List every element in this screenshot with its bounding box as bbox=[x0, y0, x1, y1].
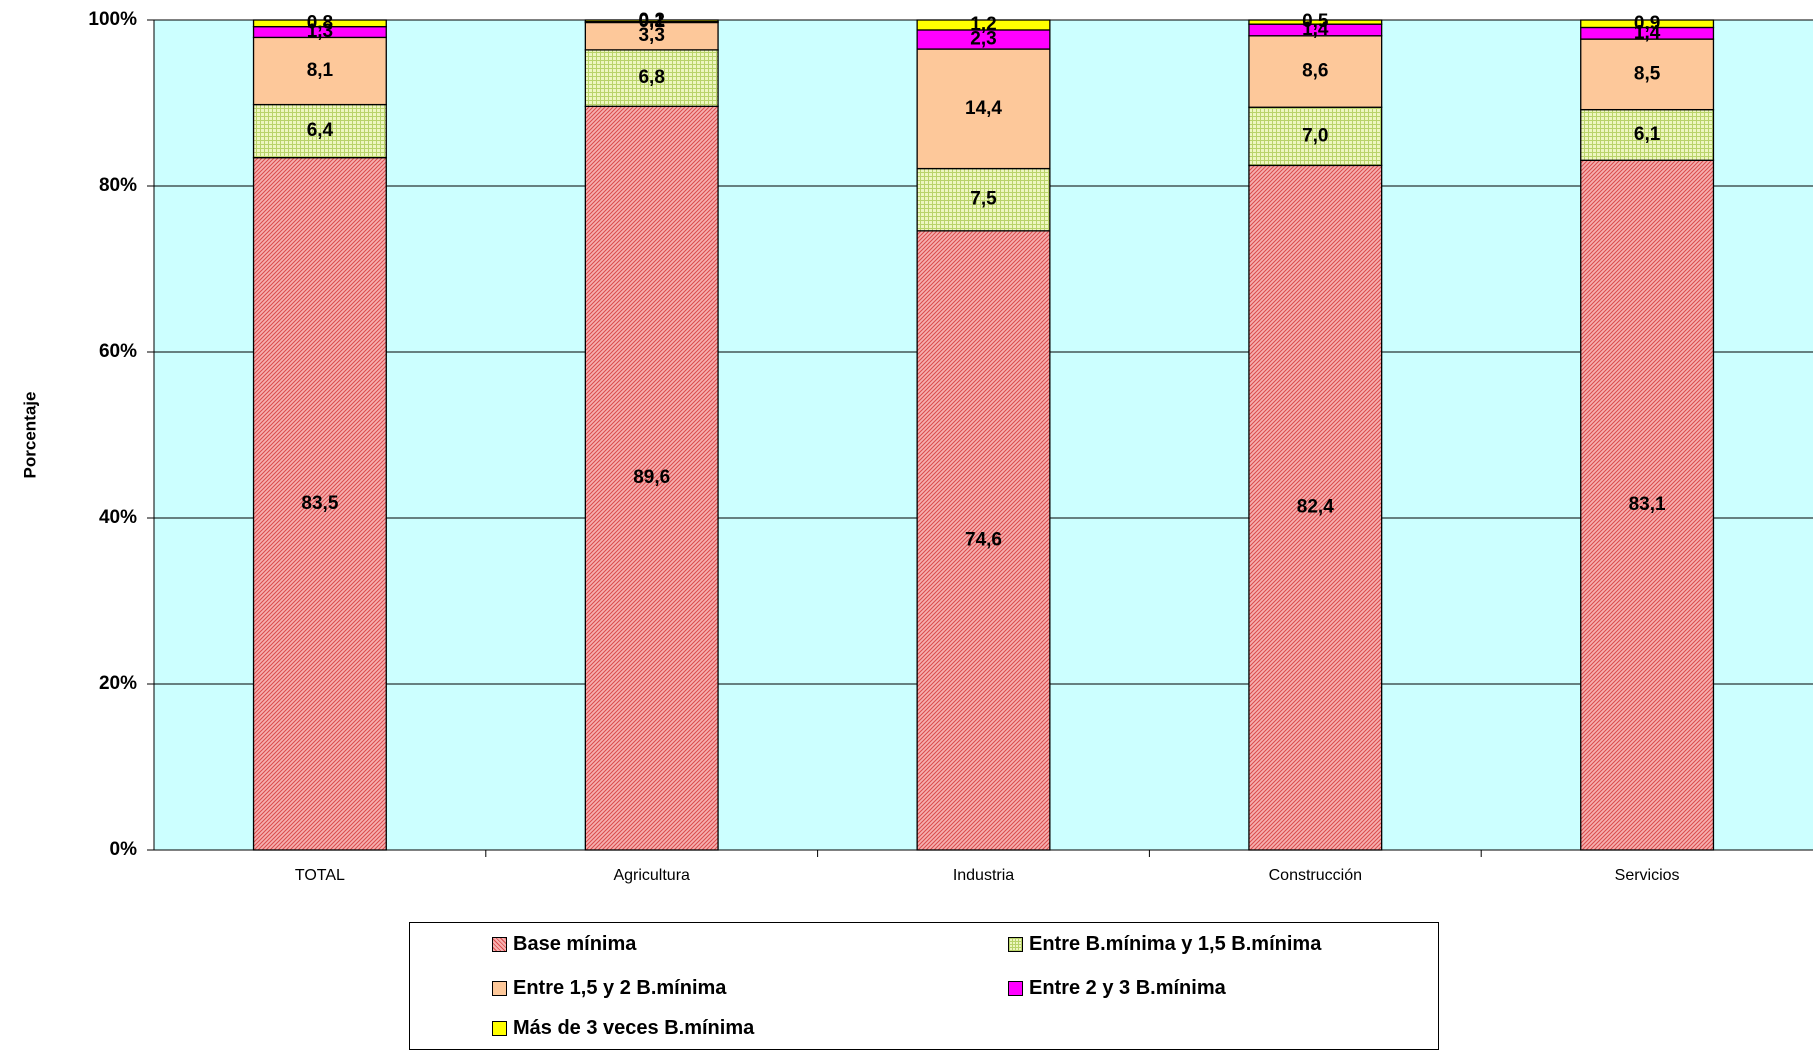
data-label: 1,2 bbox=[970, 14, 996, 35]
legend-label: Más de 3 veces B.mínima bbox=[513, 1017, 755, 1039]
legend-item: Entre 2 y 3 B.mínima bbox=[1008, 977, 1226, 1000]
y-tick-label: 0% bbox=[110, 839, 138, 860]
bar-segment bbox=[584, 19, 719, 23]
bar-segment bbox=[1580, 19, 1715, 29]
legend-label: Base mínima bbox=[513, 933, 637, 955]
legend-label: Entre B.mínima y 1,5 B.mínima bbox=[1029, 933, 1322, 955]
data-label: 89,6 bbox=[633, 467, 670, 488]
bar-segment bbox=[1248, 106, 1383, 167]
axes: 0% 20% 40% 60% 80% 100% TOTAL Agricultura Indust… bbox=[88, 9, 1813, 884]
data-label: 1,4 bbox=[1634, 22, 1661, 43]
data-label: 1,3 bbox=[307, 21, 333, 42]
data-label: 0,1 bbox=[638, 11, 665, 32]
bar-segment bbox=[1248, 35, 1383, 108]
bar-segment bbox=[1580, 108, 1715, 161]
data-label: 0,8 bbox=[307, 12, 333, 33]
data-label: 7,0 bbox=[1302, 125, 1328, 146]
bar-segment bbox=[584, 21, 719, 51]
bar-segment bbox=[916, 19, 1051, 31]
x-tick-label: TOTAL bbox=[295, 867, 345, 884]
bar-segment bbox=[916, 48, 1051, 170]
bar-segment bbox=[1248, 164, 1383, 851]
data-label: 3,3 bbox=[638, 25, 664, 46]
bar-segment bbox=[252, 36, 387, 106]
data-label: 83,5 bbox=[301, 493, 338, 514]
bar-segment bbox=[1580, 38, 1715, 111]
y-axis-title: Porcentaje bbox=[20, 392, 39, 479]
bar-segment bbox=[584, 49, 719, 107]
bar-segment bbox=[584, 105, 719, 851]
x-tick-label: Agricultura bbox=[613, 867, 690, 884]
data-label: 6,1 bbox=[1634, 124, 1661, 145]
legend-label: Entre 2 y 3 B.mínima bbox=[1029, 977, 1226, 999]
y-tick-label: 60% bbox=[99, 341, 137, 362]
data-label: 74,6 bbox=[965, 529, 1002, 550]
bar-segment bbox=[1580, 159, 1715, 851]
bar-segment bbox=[916, 167, 1051, 232]
data-label: 83,1 bbox=[1629, 494, 1666, 515]
y-tick-label: 20% bbox=[99, 673, 137, 694]
legend-swatch bbox=[492, 937, 507, 952]
x-tick-label: Construcción bbox=[1269, 867, 1362, 884]
x-tick-label: Industria bbox=[953, 867, 1014, 884]
data-labels: 83,5 6,4 8,1 1,30,8 89,6 6,8 3,30,10,2 74,6 7,5 1… bbox=[301, 10, 1666, 551]
data-label: 7,5 bbox=[970, 189, 997, 210]
legend-item: Más de 3 veces B.mínima bbox=[492, 1017, 754, 1040]
data-label: 0,5 bbox=[1302, 11, 1329, 32]
legend-label: Entre 1,5 y 2 B.mínima bbox=[513, 977, 727, 999]
x-tick-label: Servicios bbox=[1615, 867, 1680, 884]
legend-item: Entre 1,5 y 2 B.mínima bbox=[492, 977, 726, 1000]
legend-item: Base mínima bbox=[492, 933, 636, 956]
data-label: 8,6 bbox=[1302, 61, 1328, 82]
data-label: 14,4 bbox=[965, 98, 1002, 119]
legend-item: Entre B.mínima y 1,5 B.mínima bbox=[1008, 933, 1321, 956]
data-label: 8,5 bbox=[1634, 63, 1661, 84]
y-tick-label: 100% bbox=[88, 9, 137, 30]
legend-swatch bbox=[1008, 937, 1023, 952]
y-tick-label: 40% bbox=[99, 507, 137, 528]
bar-segment bbox=[252, 19, 387, 28]
legend-swatch bbox=[1008, 981, 1023, 996]
data-label: 6,4 bbox=[307, 120, 334, 141]
legend-swatch bbox=[492, 1021, 507, 1036]
bar-segment bbox=[252, 103, 387, 159]
data-label: 2,3 bbox=[970, 29, 996, 50]
legend: Base mínima Entre B.mínima y 1,5 B.mínima… bbox=[409, 922, 1439, 1050]
data-label: 1,4 bbox=[1302, 19, 1329, 40]
bars bbox=[252, 19, 1715, 851]
data-label: 82,4 bbox=[1297, 497, 1334, 518]
bar-segment bbox=[1248, 19, 1383, 25]
data-label: 0,9 bbox=[1634, 13, 1660, 34]
y-tick-label: 80% bbox=[99, 175, 137, 196]
legend-swatch bbox=[492, 981, 507, 996]
bar-segment bbox=[252, 156, 387, 851]
data-label: 8,1 bbox=[307, 60, 334, 81]
data-label: 6,8 bbox=[638, 67, 664, 88]
data-label: 0,2 bbox=[638, 10, 664, 31]
